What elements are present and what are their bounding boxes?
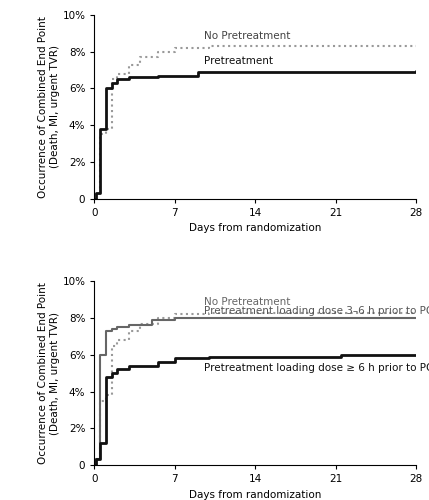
Text: No Pretreatment: No Pretreatment — [203, 297, 290, 307]
Y-axis label: Occurrence of Combined End Point
(Death, MI, urgent TVR): Occurrence of Combined End Point (Death,… — [38, 16, 60, 198]
X-axis label: Days from randomization: Days from randomization — [189, 224, 321, 234]
Text: No Pretreatment: No Pretreatment — [203, 30, 290, 40]
Text: Pretreatment loading dose ≥ 6 h prior to PCI: Pretreatment loading dose ≥ 6 h prior to… — [203, 363, 429, 373]
Y-axis label: Occurrence of Combined End Point
(Death, MI, urgent TVR): Occurrence of Combined End Point (Death,… — [38, 282, 60, 464]
X-axis label: Days from randomization: Days from randomization — [189, 490, 321, 500]
Text: Pretreatment loading dose 3–6 h prior to PCI: Pretreatment loading dose 3–6 h prior to… — [203, 306, 429, 316]
Text: Pretreatment: Pretreatment — [203, 56, 272, 66]
